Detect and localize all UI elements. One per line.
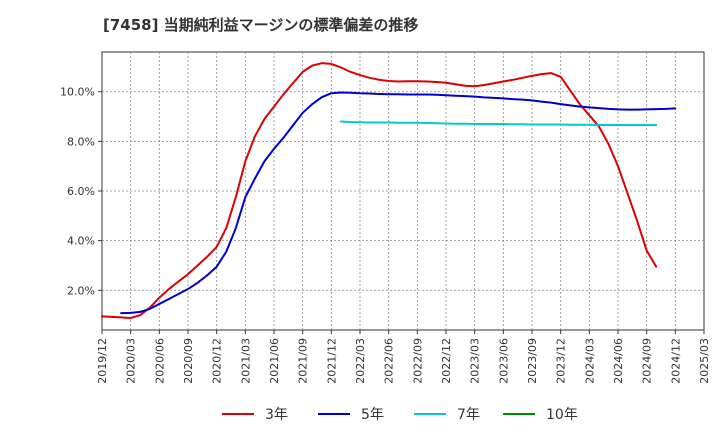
x-tick-label: 2020/06 bbox=[153, 338, 166, 384]
x-tick-label: 2021/03 bbox=[239, 338, 252, 384]
y-tick-label: 4.0% bbox=[67, 235, 95, 248]
x-tick-label: 2021/12 bbox=[325, 338, 338, 384]
y-axis: 2.0% 4.0% 6.0% 8.0% 10.0% bbox=[60, 86, 102, 297]
x-tick-label: 2025/03 bbox=[698, 338, 711, 384]
x-tick-label: 2024/06 bbox=[612, 338, 625, 384]
x-tick-label: 2023/03 bbox=[469, 338, 482, 384]
x-tick-label: 2024/09 bbox=[641, 338, 654, 384]
x-tick-label: 2020/03 bbox=[125, 338, 138, 384]
y-tick-label: 8.0% bbox=[67, 135, 95, 148]
x-tick-label: 2022/03 bbox=[354, 338, 367, 384]
series-line-3年 bbox=[101, 62, 658, 320]
x-axis: 2019/12 2020/03 2020/06 2020/09 2020/12 2021/… bbox=[96, 330, 711, 384]
legend-label: 10年 bbox=[546, 407, 578, 423]
legend-label: 3年 bbox=[265, 407, 288, 423]
series-line-5年 bbox=[120, 91, 677, 315]
legend: 3年 5年 7年 10年 bbox=[222, 407, 578, 423]
x-tick-label: 2020/09 bbox=[182, 338, 195, 384]
y-tick-label: 10.0% bbox=[60, 86, 95, 99]
x-tick-label: 2023/06 bbox=[497, 338, 510, 384]
x-tick-label: 2022/12 bbox=[440, 338, 453, 384]
x-tick-label: 2021/06 bbox=[268, 338, 281, 384]
x-tick-label: 2022/06 bbox=[383, 338, 396, 384]
x-tick-label: 2023/09 bbox=[526, 338, 539, 384]
x-tick-label: 2024/12 bbox=[669, 338, 682, 384]
y-tick-label: 2.0% bbox=[67, 284, 95, 297]
y-tick-label: 6.0% bbox=[67, 185, 95, 198]
series-layer bbox=[101, 62, 677, 320]
x-tick-label: 2019/12 bbox=[96, 338, 109, 384]
x-tick-label: 2024/03 bbox=[583, 338, 596, 384]
series-line-7年 bbox=[339, 120, 658, 126]
chart-title: [7458] 当期純利益マージンの標準偏差の推移 bbox=[103, 16, 418, 34]
grid-horizontal bbox=[102, 91, 704, 291]
x-tick-label: 2023/12 bbox=[555, 338, 568, 384]
legend-label: 5年 bbox=[361, 407, 384, 423]
x-tick-label: 2022/09 bbox=[411, 338, 424, 384]
x-tick-label: 2021/09 bbox=[297, 338, 310, 384]
legend-label: 7年 bbox=[457, 407, 480, 423]
x-tick-label: 2020/12 bbox=[211, 338, 224, 384]
